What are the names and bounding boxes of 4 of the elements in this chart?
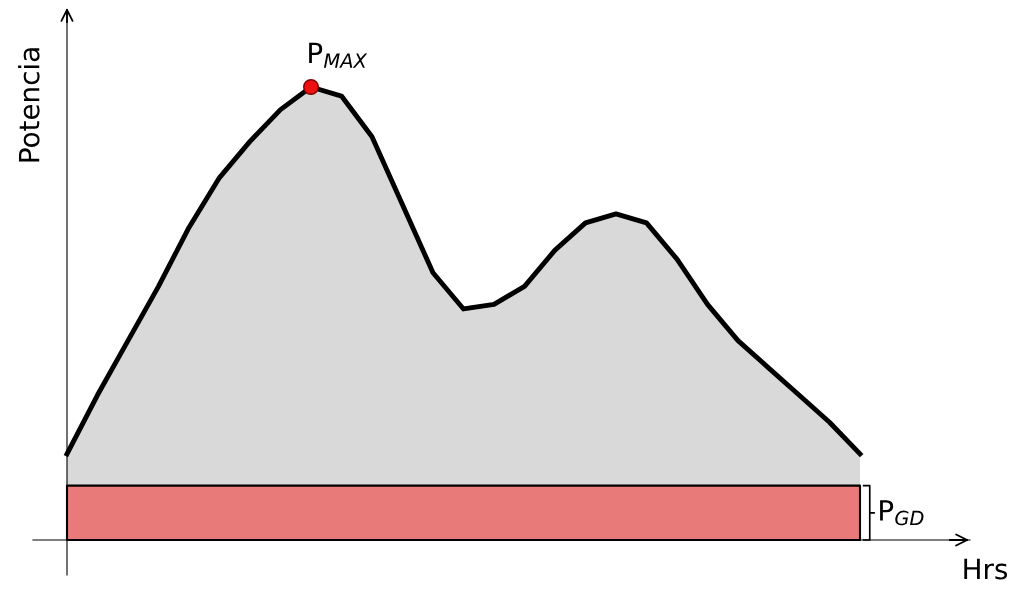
text: P$_{MAX}$ <box>309 42 368 68</box>
y-axis-title: Potencia <box>18 48 40 162</box>
x-axis-title: Hrs <box>964 558 1008 580</box>
band-label: P$_{GD}$ <box>880 500 924 526</box>
